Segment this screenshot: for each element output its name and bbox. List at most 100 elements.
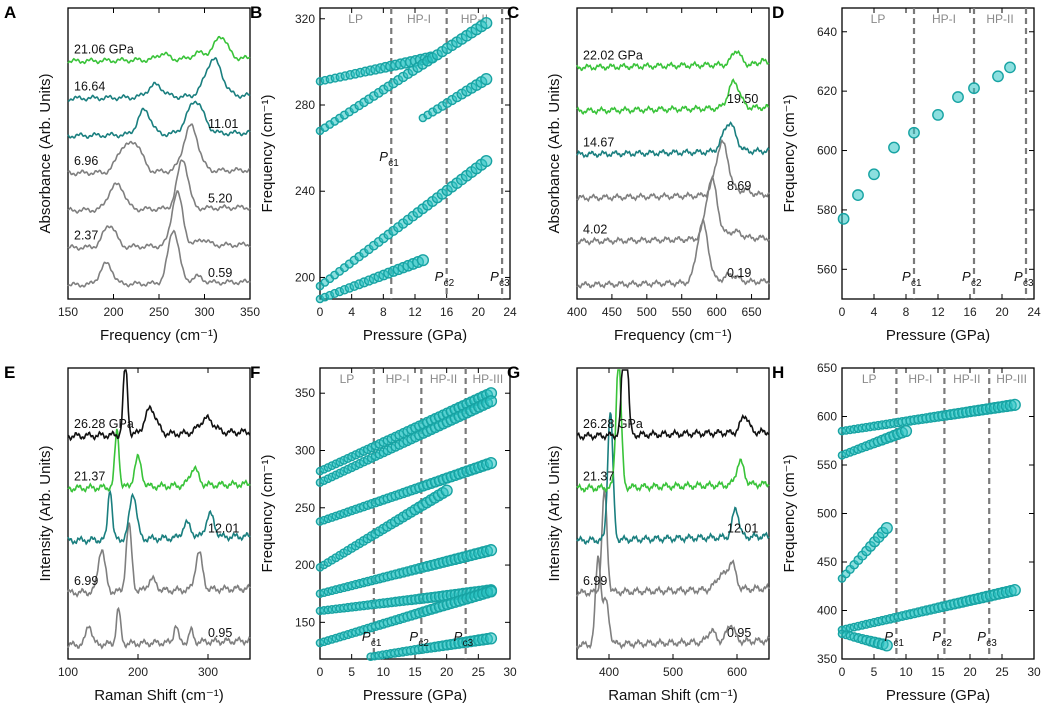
- trace-line: [67, 522, 251, 598]
- data-point: [968, 82, 980, 95]
- data-point: [416, 254, 430, 267]
- panel-A: A 150 200 250 300 350 Frequency (cm⁻¹) Absorban…: [4, 3, 260, 344]
- x-tick-label: 5: [871, 665, 878, 679]
- x-tick-label: 25: [472, 665, 486, 679]
- y-tick-label: 350: [295, 386, 315, 400]
- x-tick-label: 16: [963, 305, 977, 319]
- trace-line: [67, 369, 251, 442]
- y-axis-label: Absorbance (Arb. Units): [37, 73, 54, 233]
- trace-line: [576, 369, 770, 493]
- data-point: [484, 544, 498, 557]
- x-tick-label: 15: [931, 665, 945, 679]
- trace-line: [576, 138, 770, 203]
- panel-label: F: [250, 363, 260, 382]
- critical-pressure-label: P: [454, 629, 463, 644]
- trace-line: [67, 100, 251, 139]
- x-tick-label: 0: [317, 665, 324, 679]
- panel-label: G: [507, 363, 520, 382]
- critical-pressure-label: P: [435, 269, 444, 284]
- trace-line: [67, 35, 251, 65]
- x-tick-label: 25: [995, 665, 1009, 679]
- trace-pressure-label: 0.95: [727, 626, 751, 640]
- region-label: HP-II: [953, 372, 980, 386]
- x-axis-label: Frequency (cm⁻¹): [614, 327, 732, 344]
- x-tick-label: 16: [440, 305, 454, 319]
- critical-pressure-subscript: c3: [986, 638, 997, 649]
- trace-pressure-label: 5.20: [208, 191, 232, 205]
- trace-pressure-label: 26.28 GPa: [74, 417, 134, 431]
- x-tick-label: 10: [899, 665, 913, 679]
- data-point: [484, 632, 498, 645]
- x-tick-label: 24: [1027, 305, 1041, 319]
- plot-frame: [319, 7, 511, 300]
- critical-pressure-subscript: c2: [971, 278, 982, 289]
- panel-C: C 400 450 500 550 600 650 Frequency (cm⁻¹) Absor…: [507, 3, 770, 344]
- trace-line: [576, 488, 770, 598]
- x-tick-label: 4: [348, 305, 355, 319]
- x-tick-label: 30: [1027, 665, 1041, 679]
- trace-pressure-label: 26.28 GPa: [583, 417, 643, 431]
- trace-line: [576, 555, 770, 651]
- plot-frame: [841, 7, 1035, 300]
- data-point: [837, 212, 850, 225]
- critical-pressure-label: P: [490, 269, 499, 284]
- y-axis-label: Frequency (cm⁻¹): [781, 455, 798, 573]
- y-tick-label: 320: [295, 12, 315, 26]
- region-label: LP: [862, 372, 877, 386]
- y-axis-label: Frequency (cm⁻¹): [259, 95, 276, 213]
- data-point: [899, 424, 913, 438]
- y-tick-label: 620: [817, 84, 837, 98]
- trace-line: [67, 490, 251, 546]
- panel-label: D: [772, 3, 784, 22]
- x-axis-label: Pressure (GPa): [886, 327, 990, 344]
- trace-line: [576, 369, 770, 442]
- x-tick-label: 350: [240, 305, 260, 319]
- trace-pressure-label: 12.01: [208, 522, 239, 536]
- region-label: LP: [871, 12, 886, 26]
- y-axis-label: Frequency (cm⁻¹): [259, 455, 276, 573]
- x-tick-label: 8: [380, 305, 387, 319]
- trace-pressure-label: 2.37: [74, 229, 98, 243]
- critical-pressure-label: P: [379, 149, 388, 164]
- panel-label: C: [507, 3, 519, 22]
- trace-pressure-label: 14.67: [583, 136, 614, 150]
- x-tick-label: 300: [194, 305, 214, 319]
- x-axis-label: Frequency (cm⁻¹): [100, 327, 218, 344]
- trace-pressure-label: 16.64: [74, 80, 105, 94]
- trace-line: [67, 428, 251, 493]
- critical-pressure-label: P: [902, 269, 911, 284]
- x-tick-label: 0: [839, 305, 846, 319]
- critical-pressure-subscript: c1: [371, 638, 382, 649]
- x-tick-label: 600: [727, 665, 747, 679]
- trace-pressure-label: 4.02: [583, 223, 607, 237]
- critical-pressure-label: P: [362, 629, 371, 644]
- trace-pressure-label: 21.37: [583, 469, 614, 483]
- trace-line: [67, 56, 251, 102]
- y-tick-label: 600: [817, 144, 837, 158]
- x-tick-label: 200: [103, 305, 123, 319]
- critical-pressure-label: P: [932, 629, 941, 644]
- x-tick-label: 250: [149, 305, 169, 319]
- trace-pressure-label: 0.95: [208, 626, 232, 640]
- trace-pressure-label: 21.06 GPa: [74, 42, 134, 56]
- trace-line: [67, 189, 251, 252]
- data-point: [440, 484, 453, 497]
- region-label: HP-I: [908, 372, 932, 386]
- data-point: [888, 141, 900, 154]
- y-tick-label: 350: [817, 652, 837, 666]
- panel-D: D 0 4 8 12 16 20 24 Pressure (GPa) Frequency (cm⁻…: [772, 3, 1041, 344]
- x-axis-label: Pressure (GPa): [886, 687, 990, 704]
- y-tick-label: 400: [817, 604, 837, 618]
- x-tick-label: 0: [839, 665, 846, 679]
- trace-line: [576, 175, 770, 246]
- critical-pressure-label: P: [1014, 269, 1023, 284]
- panel-label: B: [250, 3, 262, 22]
- plot-frame: [576, 7, 770, 300]
- critical-pressure-subscript: c1: [893, 638, 904, 649]
- y-tick-label: 200: [295, 270, 315, 284]
- trace-line: [576, 121, 770, 159]
- panel-F: F 0 5 10 15 20 25 30 Pressure (GPa) Frequency (cm…: [250, 363, 517, 704]
- critical-pressure-subscript: c3: [1023, 278, 1034, 289]
- critical-pressure-subscript: c2: [941, 638, 952, 649]
- data-point: [1008, 398, 1021, 411]
